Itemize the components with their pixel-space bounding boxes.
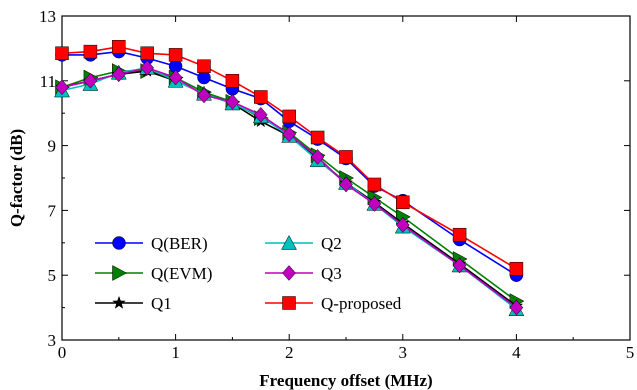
legend-entry: Q3 — [265, 264, 342, 283]
data-point — [282, 126, 297, 143]
data-point — [168, 69, 183, 86]
data-point — [395, 217, 410, 233]
legend-entry: Q2 — [265, 234, 342, 253]
x-tick-label: 1 — [171, 343, 180, 362]
data-point — [339, 176, 353, 193]
data-point — [282, 109, 296, 124]
data-point — [310, 149, 325, 165]
data-point — [253, 106, 268, 123]
y-tick-label: 11 — [40, 72, 56, 91]
y-tick-label: 13 — [39, 7, 56, 26]
y-tick-label: 3 — [48, 331, 57, 350]
data-point — [112, 40, 126, 54]
data-point — [83, 44, 98, 59]
data-point — [396, 195, 410, 210]
data-point — [168, 48, 183, 62]
axis-ticks: 0 1 2 3 4 5 3 5 7 9 11 13 — [39, 7, 634, 362]
x-tick-label: 3 — [399, 343, 408, 362]
data-point — [197, 87, 211, 104]
legend-entry: Q-proposed — [265, 294, 402, 313]
data-point — [111, 66, 126, 83]
legend-entry: Q(BER) — [95, 234, 208, 253]
series-q-proposed — [55, 40, 524, 276]
data-point — [55, 46, 69, 61]
x-tick-label: 2 — [285, 343, 294, 362]
series-layer — [54, 40, 525, 316]
legend-marker — [281, 234, 297, 250]
legend-marker — [112, 295, 126, 309]
data-point — [140, 59, 155, 76]
legend-marker — [282, 296, 296, 310]
data-point — [197, 70, 211, 85]
data-point — [509, 261, 524, 276]
legend-marker — [282, 265, 296, 281]
legend-marker — [112, 265, 128, 281]
data-point — [367, 177, 382, 192]
data-point — [197, 59, 211, 73]
y-axis-title: Q-factor (dB) — [7, 129, 26, 227]
legend-label: Q3 — [321, 264, 342, 283]
data-point — [367, 196, 382, 212]
series-q3 — [55, 59, 524, 316]
x-tick-label: 4 — [512, 343, 521, 362]
data-point — [55, 79, 69, 96]
legend: Q(BER) Q(EVM) Q1 Q2 Q3 Q-proposed — [95, 234, 402, 313]
legend-label: Q(EVM) — [151, 264, 212, 283]
legend-entry: Q1 — [95, 294, 172, 313]
data-point — [140, 46, 154, 61]
data-point — [452, 227, 467, 242]
data-point — [254, 90, 268, 104]
data-point — [509, 299, 524, 316]
legend-label: Q2 — [321, 234, 342, 253]
data-point — [339, 150, 353, 164]
y-tick-label: 9 — [48, 137, 57, 156]
legend-entry: Q(EVM) — [95, 264, 212, 283]
x-tick-label: 0 — [58, 343, 67, 362]
data-point — [452, 257, 467, 274]
legend-marker — [112, 236, 126, 250]
data-point — [83, 72, 98, 89]
legend-label: Q(BER) — [151, 234, 208, 253]
legend-label: Q-proposed — [321, 294, 402, 313]
data-point — [225, 74, 240, 88]
y-tick-label: 5 — [48, 266, 57, 285]
x-tick-label: 5 — [626, 343, 635, 362]
data-point — [310, 130, 325, 145]
data-point — [225, 93, 240, 110]
legend-label: Q1 — [151, 294, 172, 313]
x-axis-title: Frequency offset (MHz) — [259, 371, 432, 390]
y-tick-label: 7 — [48, 201, 57, 220]
